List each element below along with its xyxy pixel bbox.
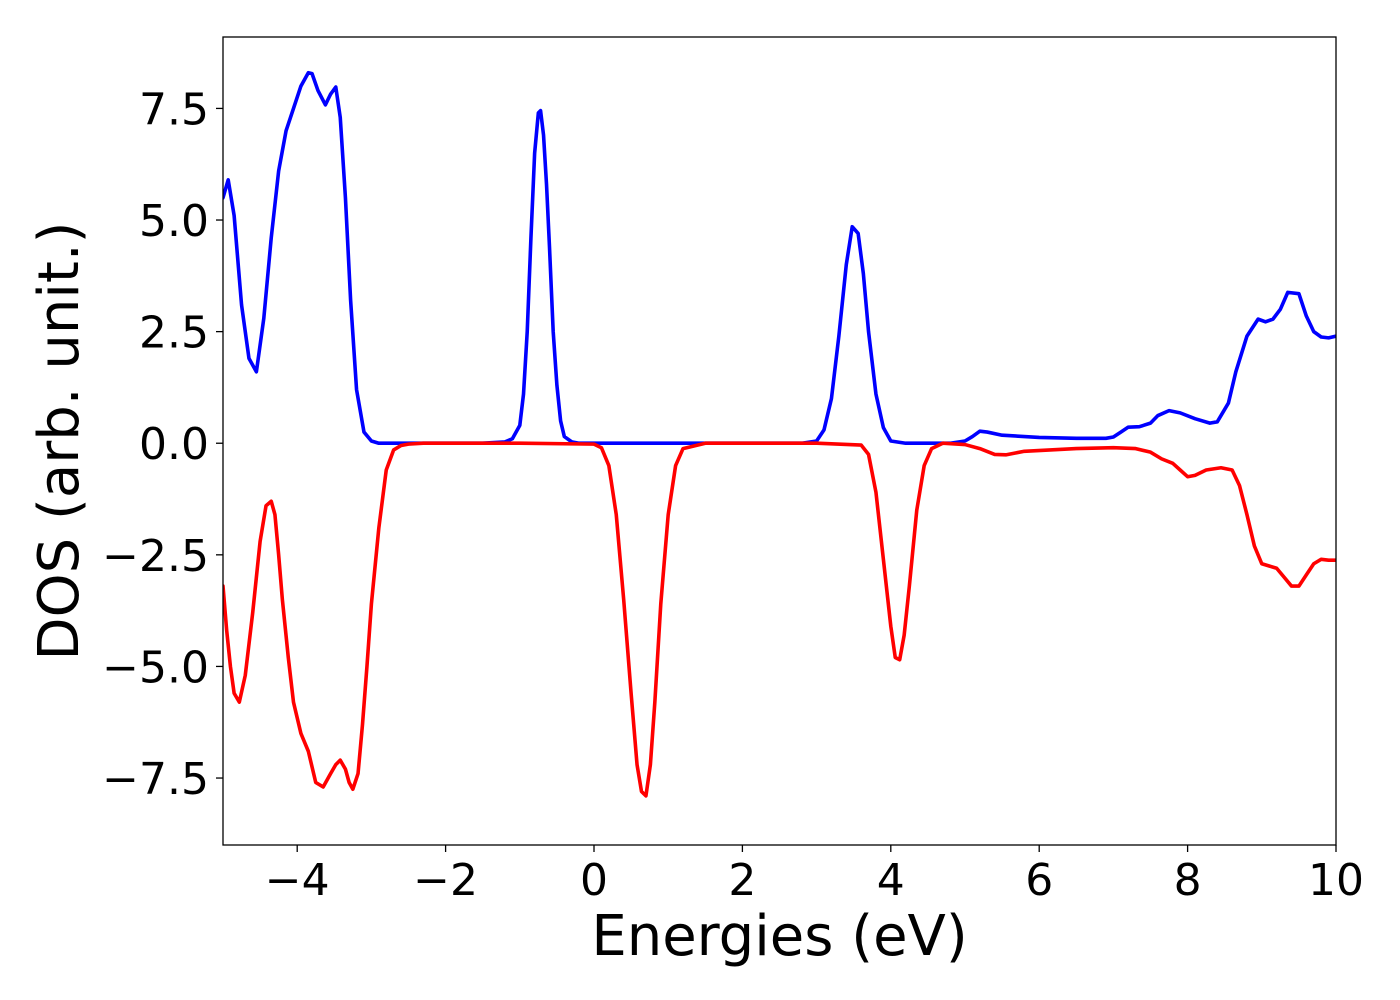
y-tick-label: −7.5: [102, 754, 209, 805]
y-axis-ticks: 7.5 5.0 2.5 0.0 −2.5 −5.0 −7.5: [102, 84, 223, 805]
x-tick-label: 2: [728, 855, 756, 906]
plot-frame: [222, 36, 1337, 846]
dos-series-line-2: [223, 441, 1336, 798]
x-tick-label: −2: [413, 855, 478, 906]
x-tick-label: 6: [1025, 855, 1053, 906]
x-tick-label: −4: [265, 855, 330, 906]
x-tick-label: 8: [1174, 855, 1202, 906]
y-tick-label: 5.0: [139, 196, 209, 247]
y-tick-label: −2.5: [102, 531, 209, 582]
x-axis-ticks: −4 −2 0 2 4 6 8 10: [265, 845, 1364, 906]
dos-series-line-1: [223, 70, 1336, 446]
x-tick-label: 10: [1308, 855, 1364, 906]
y-tick-label: 0.0: [139, 419, 209, 470]
y-tick-label: −5.0: [102, 642, 209, 693]
x-axis-title: Energies (eV): [591, 904, 967, 969]
y-tick-label: 2.5: [139, 308, 209, 359]
y-tick-label: 7.5: [139, 84, 209, 135]
x-tick-label: 4: [877, 855, 905, 906]
y-axis-title: DOS (arb. unit.): [27, 221, 92, 660]
x-tick-label: 0: [580, 855, 608, 906]
series-layer: [223, 70, 1336, 798]
